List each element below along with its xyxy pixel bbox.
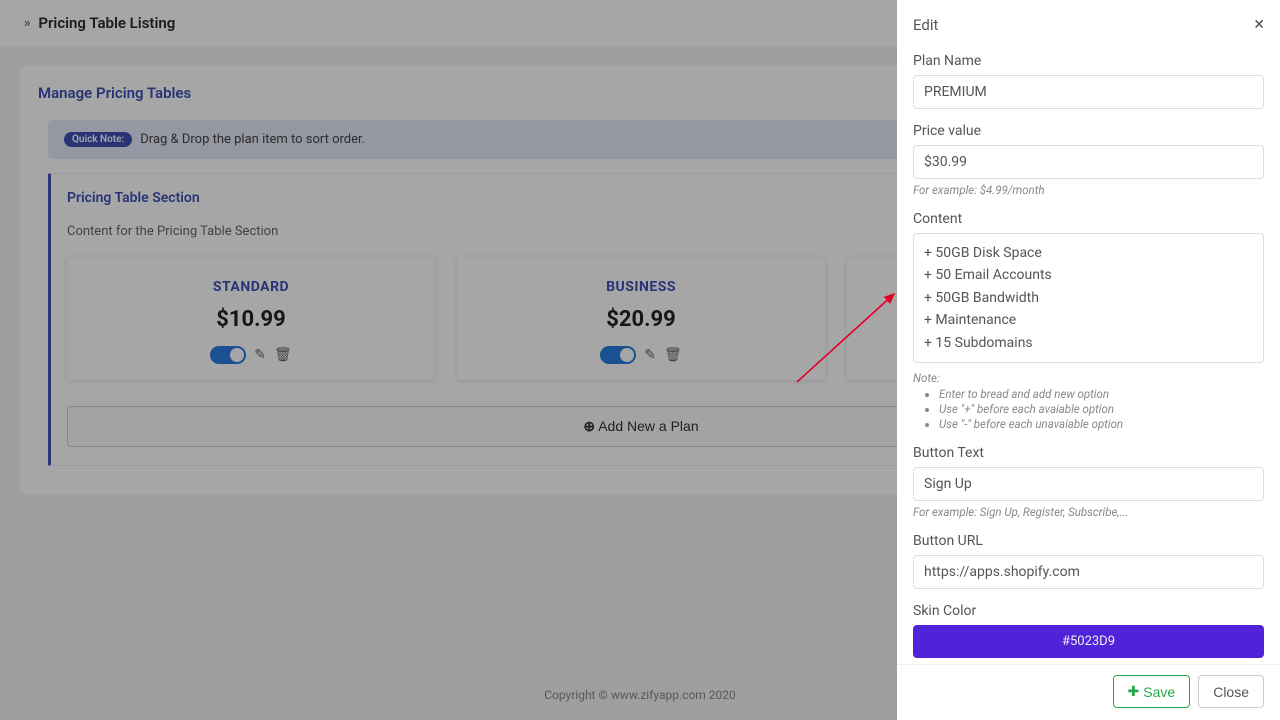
edit-panel: Edit × Plan Name Price value For example… [897,0,1280,720]
button-text-help: For example: Sign Up, Register, Subscrib… [913,505,1264,519]
close-button[interactable]: Close [1198,675,1264,708]
content-note: Use "-" before each unavaiable option [939,417,1264,431]
skin-color-label: Skin Color [913,603,1264,619]
panel-title: Edit [913,16,938,34]
button-url-input[interactable] [913,555,1264,589]
button-url-label: Button URL [913,533,1264,549]
button-text-label: Button Text [913,445,1264,461]
close-icon[interactable]: × [1254,14,1264,35]
price-value-input[interactable] [913,145,1264,179]
save-label: Save [1143,684,1175,700]
price-value-label: Price value [913,123,1264,139]
content-note: Use "+" before each avaiable option [939,402,1264,416]
panel-header: Edit × [897,0,1280,49]
price-value-help: For example: $4.99/month [913,183,1264,197]
plan-name-label: Plan Name [913,53,1264,69]
plus-circle-icon: ✚ [1128,683,1140,700]
content-label: Content [913,211,1264,227]
content-note: Enter to bread and add new option [939,387,1264,401]
panel-footer: ✚ Save Close [897,664,1280,720]
save-button[interactable]: ✚ Save [1113,675,1191,708]
plan-name-input[interactable] [913,75,1264,109]
skin-color-swatch[interactable]: #5023D9 [913,625,1264,658]
button-text-input[interactable] [913,467,1264,501]
close-label: Close [1213,684,1249,700]
skin-color-value: #5023D9 [1062,634,1115,649]
content-notes: Enter to bread and add new option Use "+… [913,387,1264,431]
content-note-title: Note: [913,371,1264,385]
content-textarea[interactable] [913,233,1264,363]
